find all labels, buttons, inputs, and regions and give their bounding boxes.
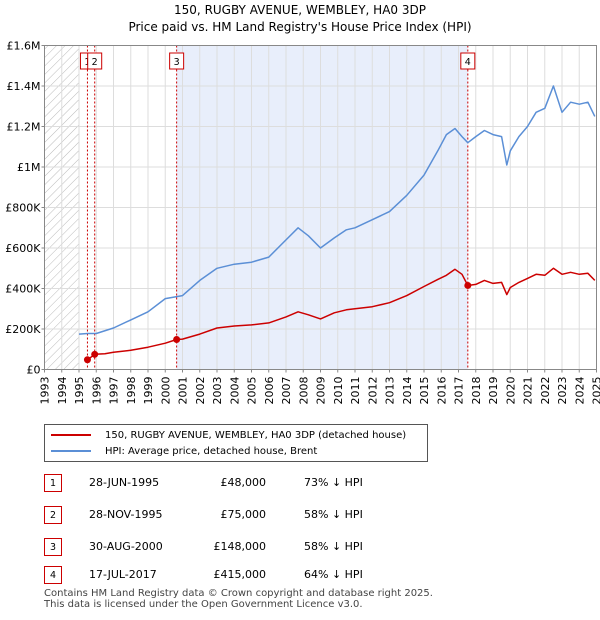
sale-marker-label: 4 (465, 57, 471, 68)
x-tick-label: 2015 (418, 377, 431, 405)
sale-row: 2 28-NOV-1995 £75,000 58% ↓ HPI (44, 506, 564, 524)
x-tick-label: 2006 (263, 377, 276, 405)
x-tick-label: 2002 (194, 377, 207, 405)
y-tick-label: £0 (27, 364, 41, 377)
y-tick-label: £200K (5, 323, 41, 336)
x-tick-label: 2004 (228, 377, 241, 405)
sale-row: 4 17-JUL-2017 £415,000 64% ↓ HPI (44, 566, 564, 584)
footer-attribution: Contains HM Land Registry data © Crown c… (44, 588, 433, 610)
x-tick-label: 2003 (211, 377, 224, 405)
sale-number-badge: 4 (44, 566, 62, 584)
x-tick-label: 1993 (39, 377, 52, 405)
y-tick-label: £600K (5, 242, 41, 255)
x-tick-label: 1995 (73, 377, 86, 405)
sale-date: 30-AUG-2000 (89, 540, 163, 553)
x-tick-label: 2011 (349, 377, 362, 405)
sale-date: 28-NOV-1995 (89, 508, 163, 521)
legend-swatch-property (51, 434, 91, 436)
sale-price: £75,000 (220, 508, 267, 521)
x-tick-label: 2001 (177, 377, 190, 405)
sale-number-badge: 3 (44, 538, 62, 556)
x-tick-label: 1994 (56, 377, 69, 405)
sale-number-badge: 2 (44, 506, 62, 524)
sale-marker-label: 2 (92, 57, 98, 68)
y-tick-label: £800K (5, 202, 41, 215)
sale-hpi-diff: 58% ↓ HPI (304, 508, 363, 521)
x-tick-label: 2023 (556, 377, 569, 405)
sale-hpi-diff: 73% ↓ HPI (304, 476, 363, 489)
sale-price: £415,000 (213, 568, 267, 581)
sale-point (91, 350, 99, 358)
sale-row: 1 28-JUN-1995 £48,000 73% ↓ HPI (44, 474, 564, 492)
sale-marker-badge (169, 52, 185, 70)
sale-hpi-diff: 58% ↓ HPI (304, 540, 363, 553)
chart-subtitle: Price paid vs. HM Land Registry's House … (128, 20, 471, 34)
sale-marker-label: 3 (174, 57, 180, 68)
x-tick-label: 2007 (280, 377, 293, 405)
y-tick-label: £1M (17, 161, 41, 174)
x-tick-label: 2019 (487, 377, 500, 405)
y-tick-label: £1.2M (7, 121, 41, 134)
x-tick-label: 2013 (384, 377, 397, 405)
sale-price: £48,000 (220, 476, 267, 489)
sale-price: £148,000 (213, 540, 267, 553)
x-tick-label: 1996 (90, 377, 103, 405)
sale-date: 28-JUN-1995 (89, 476, 160, 489)
x-tick-label: 2000 (159, 377, 172, 405)
x-tick-label: 1999 (142, 377, 155, 405)
hpi-line (78, 85, 596, 335)
x-tick-label: 1998 (125, 377, 138, 405)
sale-marker-badge (460, 52, 476, 70)
x-tick-label: 2025 (591, 377, 600, 405)
chart-title: 150, RUGBY AVENUE, WEMBLEY, HA0 3DP (174, 3, 426, 17)
legend: 150, RUGBY AVENUE, WEMBLEY, HA0 3DP (det… (44, 424, 428, 462)
sale-row: 3 30-AUG-2000 £148,000 58% ↓ HPI (44, 538, 564, 556)
sale-hpi-diff: 64% ↓ HPI (304, 568, 363, 581)
x-tick-label: 2018 (470, 377, 483, 405)
sale-date: 17-JUL-2017 (89, 568, 157, 581)
y-tick-label: £400K (5, 283, 41, 296)
footer-line-licence: This data is licensed under the Open Gov… (44, 599, 363, 610)
x-tick-label: 2009 (315, 377, 328, 405)
legend-label-hpi: HPI: Average price, detached house, Bren… (105, 445, 318, 457)
x-tick-label: 2014 (401, 377, 414, 405)
x-tick-label: 2024 (573, 377, 586, 405)
legend-label-property: 150, RUGBY AVENUE, WEMBLEY, HA0 3DP (det… (105, 429, 407, 441)
x-tick-label: 2010 (332, 377, 345, 405)
x-tick-label: 2012 (366, 377, 379, 405)
x-tick-label: 1997 (108, 377, 121, 405)
x-tick-label: 2021 (522, 377, 535, 405)
sale-marker-badge (87, 52, 103, 70)
x-tick-label: 2020 (504, 377, 517, 405)
sale-point (83, 356, 91, 364)
y-tick-label: £1.6M (7, 40, 41, 53)
x-tick-label: 2017 (453, 377, 466, 405)
x-tick-label: 2008 (297, 377, 310, 405)
x-tick-label: 2022 (539, 377, 552, 405)
price-chart: 150, RUGBY AVENUE, WEMBLEY, HA0 3DP Pric… (5, 3, 600, 405)
legend-swatch-hpi (51, 450, 91, 452)
x-tick-label: 2016 (435, 377, 448, 405)
footer-line-copyright: Contains HM Land Registry data © Crown c… (44, 588, 433, 599)
sale-number-badge: 1 (44, 474, 62, 492)
x-tick-label: 2005 (246, 377, 259, 405)
legend-item-hpi: HPI: Average price, detached house, Bren… (51, 443, 317, 459)
sale-point (173, 336, 181, 344)
sale-point (464, 281, 472, 289)
y-tick-label: £1.4M (7, 80, 41, 93)
legend-item-property: 150, RUGBY AVENUE, WEMBLEY, HA0 3DP (det… (51, 427, 406, 443)
